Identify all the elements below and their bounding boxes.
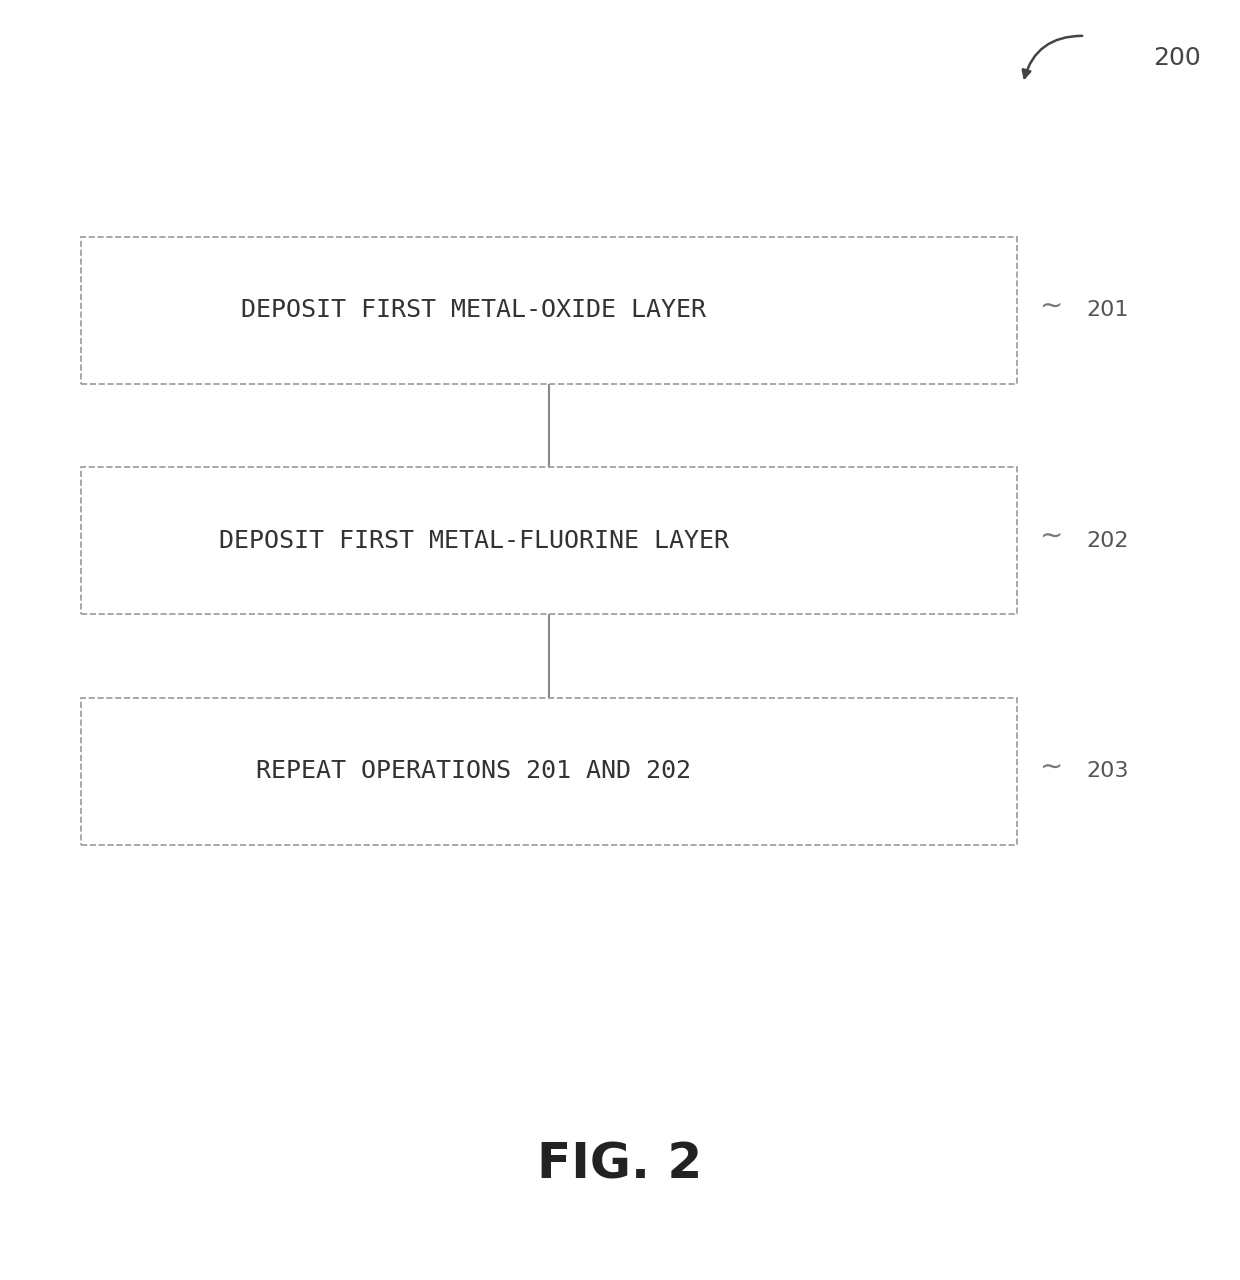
Text: REPEAT OPERATIONS 201 AND 202: REPEAT OPERATIONS 201 AND 202: [257, 759, 692, 783]
Text: ∼: ∼: [1039, 753, 1063, 780]
Text: 202: 202: [1086, 531, 1128, 550]
Text: 201: 201: [1086, 301, 1128, 320]
Text: DEPOSIT FIRST METAL-FLUORINE LAYER: DEPOSIT FIRST METAL-FLUORINE LAYER: [218, 529, 729, 553]
Text: 200: 200: [1153, 46, 1202, 69]
Bar: [81, 698, 1017, 845]
Text: 203: 203: [1086, 762, 1128, 781]
Text: DEPOSIT FIRST METAL-OXIDE LAYER: DEPOSIT FIRST METAL-OXIDE LAYER: [242, 298, 707, 323]
Bar: [81, 467, 1017, 614]
Bar: [81, 237, 1017, 384]
Text: ∼: ∼: [1039, 292, 1063, 319]
Text: FIG. 2: FIG. 2: [537, 1140, 703, 1189]
Text: ∼: ∼: [1039, 522, 1063, 549]
